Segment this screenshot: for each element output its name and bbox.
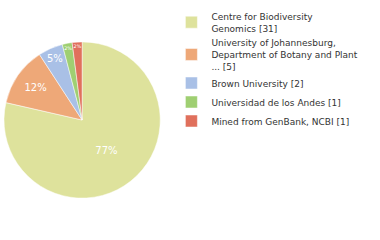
svg-text:Centre for BiodiversityGenomic: Centre for BiodiversityGenomics [31] <box>211 12 313 34</box>
svg-text:2%: 2% <box>74 43 82 49</box>
svg-text:Mined from GenBank, NCBI [1]: Mined from GenBank, NCBI [1] <box>211 117 349 127</box>
svg-text:Universidad de los Andes [1]: Universidad de los Andes [1] <box>211 98 340 108</box>
svg-text:Brown University [2]: Brown University [2] <box>211 79 303 89</box>
svg-text:5%: 5% <box>47 53 63 64</box>
svg-text:12%: 12% <box>24 82 46 93</box>
svg-text:2%: 2% <box>64 45 72 51</box>
svg-text:University of Johannesburg,Dep: University of Johannesburg,Department of… <box>211 38 357 71</box>
svg-text:77%: 77% <box>95 145 117 156</box>
